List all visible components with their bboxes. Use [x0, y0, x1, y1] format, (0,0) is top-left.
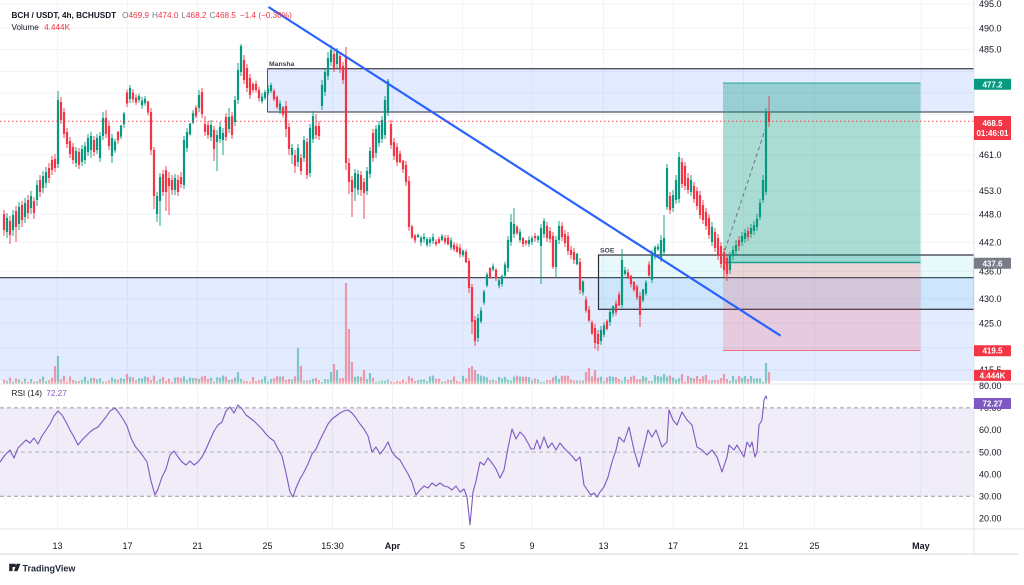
- svg-text:May: May: [912, 541, 930, 551]
- svg-text:4.444K: 4.444K: [980, 371, 1006, 380]
- svg-text:485.0: 485.0: [979, 45, 1002, 55]
- svg-text:15:30: 15:30: [321, 541, 344, 551]
- svg-text:17: 17: [122, 541, 132, 551]
- svg-text:50.00: 50.00: [979, 447, 1002, 457]
- svg-text:72.27: 72.27: [982, 400, 1003, 409]
- svg-text:419.5: 419.5: [982, 347, 1003, 356]
- svg-text:40.00: 40.00: [979, 469, 1002, 479]
- svg-text:Mansha: Mansha: [269, 61, 295, 68]
- svg-text:20.00: 20.00: [979, 514, 1002, 524]
- svg-text:SOE: SOE: [600, 248, 615, 255]
- svg-text:5: 5: [460, 541, 465, 551]
- svg-text:60.00: 60.00: [979, 425, 1002, 435]
- svg-text:442.0: 442.0: [979, 237, 1002, 247]
- svg-text:436.0: 436.0: [979, 267, 1002, 277]
- svg-text:RSI (14) 72.27: RSI (14) 72.27: [12, 389, 68, 398]
- svg-text:437.6: 437.6: [982, 259, 1003, 268]
- svg-text:25: 25: [809, 541, 819, 551]
- svg-text:425.0: 425.0: [979, 318, 1002, 328]
- svg-text:80.00: 80.00: [979, 381, 1002, 391]
- svg-text:13: 13: [598, 541, 608, 551]
- svg-text:453.0: 453.0: [979, 186, 1002, 196]
- svg-text:490.0: 490.0: [979, 23, 1002, 33]
- svg-text:Volume 4.444K: Volume 4.444K: [12, 23, 71, 32]
- svg-text:30.00: 30.00: [979, 492, 1002, 502]
- svg-text:461.0: 461.0: [979, 150, 1002, 160]
- svg-text:495.0: 495.0: [979, 0, 1002, 9]
- svg-text:448.0: 448.0: [979, 209, 1002, 219]
- svg-text:21: 21: [738, 541, 748, 551]
- svg-text:430.0: 430.0: [979, 294, 1002, 304]
- svg-text:468.5: 468.5: [982, 119, 1003, 128]
- svg-text:TradingView: TradingView: [23, 563, 77, 573]
- svg-text:25: 25: [262, 541, 272, 551]
- svg-text:17: 17: [668, 541, 678, 551]
- svg-text:9: 9: [529, 541, 534, 551]
- svg-text:13: 13: [52, 541, 62, 551]
- svg-text:477.2: 477.2: [982, 80, 1003, 89]
- svg-text:21: 21: [192, 541, 202, 551]
- svg-text:01:46:01: 01:46:01: [976, 129, 1009, 138]
- svg-text:Apr: Apr: [385, 541, 401, 551]
